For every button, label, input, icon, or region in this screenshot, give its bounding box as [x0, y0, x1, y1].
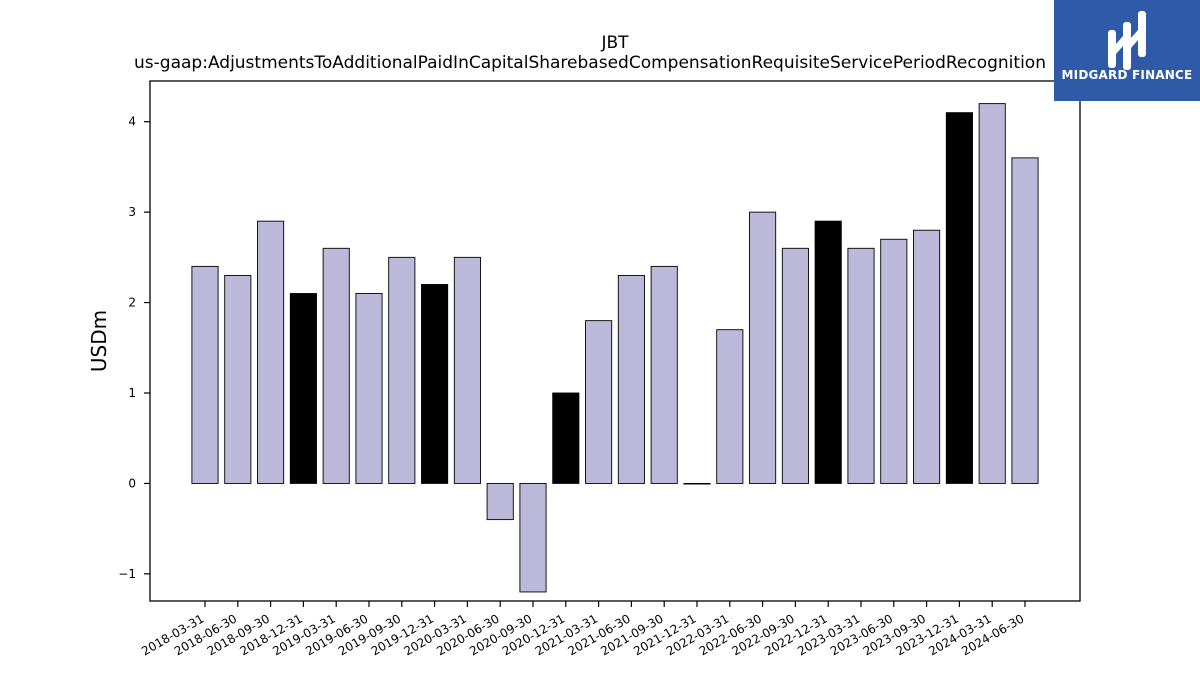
- y-tick-label: 0: [128, 476, 136, 490]
- midgard-finance-logo: MIDGARD FINANCE: [1054, 0, 1200, 101]
- y-axis-label: USDm: [87, 310, 111, 372]
- bar: [322, 247, 350, 484]
- bar: [224, 274, 252, 484]
- bars: [191, 103, 1039, 593]
- bar: [421, 284, 449, 484]
- bar: [388, 256, 416, 484]
- bar: [781, 247, 809, 484]
- x-axis: 2018-03-312018-06-302018-09-302018-12-31…: [139, 601, 1027, 658]
- y-tick-label: 1: [128, 386, 136, 400]
- bar: [552, 392, 580, 484]
- bar: [257, 220, 285, 484]
- chart-title: JBT: [600, 33, 629, 53]
- midgard-logo-icon: [1108, 11, 1146, 70]
- bar: [650, 265, 678, 484]
- bar: [519, 482, 547, 593]
- chart-subtitle: us-gaap:AdjustmentsToAdditionalPaidInCap…: [134, 53, 1046, 73]
- bar: [191, 265, 219, 484]
- bar: [978, 103, 1006, 484]
- bar: [585, 320, 613, 484]
- bar: [945, 112, 973, 484]
- bar: [749, 211, 777, 484]
- y-tick-label: 3: [128, 205, 136, 219]
- bar: [1011, 157, 1039, 484]
- logo-text: MIDGARD FINANCE: [1061, 68, 1193, 82]
- y-tick-label: −1: [118, 567, 136, 581]
- plot-frame: [149, 80, 1081, 602]
- bar: [913, 229, 941, 484]
- bar: [617, 274, 645, 484]
- bar: [683, 482, 711, 485]
- bar: [453, 256, 481, 484]
- bar: [880, 238, 908, 484]
- bar: [486, 482, 514, 521]
- y-tick-label: 4: [128, 115, 136, 129]
- y-tick-label: 2: [128, 296, 136, 310]
- bar: [814, 220, 842, 484]
- bar: [289, 293, 317, 484]
- bar: [847, 247, 875, 484]
- y-axis: −1 0 1 2 3 4: [118, 115, 150, 581]
- bar: [716, 329, 744, 484]
- bar: [355, 293, 383, 484]
